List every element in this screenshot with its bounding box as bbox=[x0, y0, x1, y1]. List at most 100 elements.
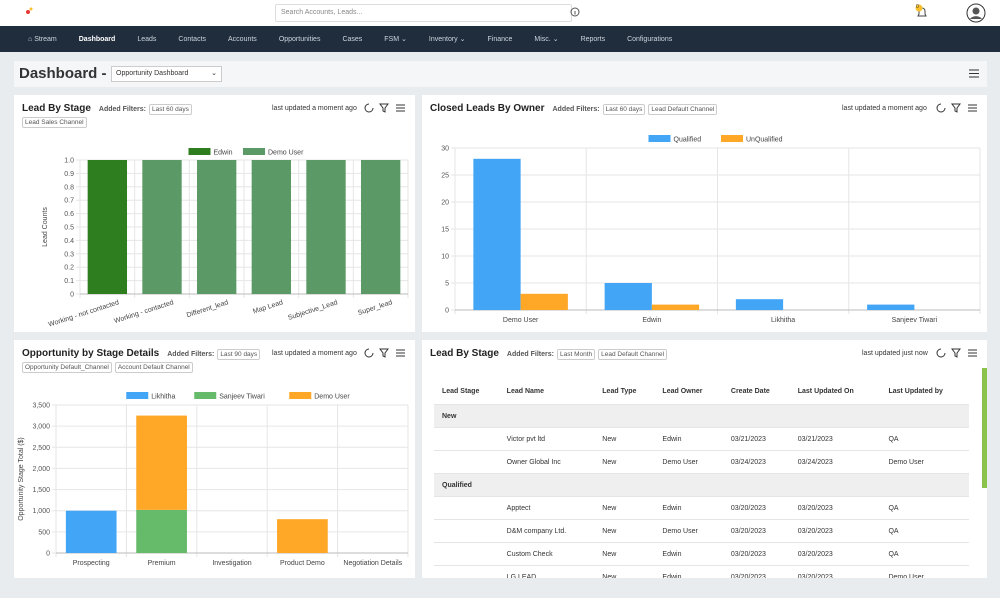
y-tick-label: 0.1 bbox=[64, 278, 74, 285]
menu-icon[interactable] bbox=[969, 69, 979, 78]
filter-chip[interactable]: Lead Default Channel bbox=[648, 104, 718, 115]
bar bbox=[651, 304, 700, 310]
table-row: Custom Check New Edwin 03/20/2023 03/20/2023… bbox=[434, 542, 969, 566]
cell: Owner Global Inc bbox=[498, 450, 595, 474]
y-axis-label: Lead Counts bbox=[42, 207, 49, 247]
cell: New bbox=[594, 519, 655, 543]
widget-icons[interactable] bbox=[363, 102, 407, 114]
widget-title: Lead By Stage Added Filters: Last 60 days bbox=[22, 103, 192, 115]
cell: Demo User bbox=[880, 565, 969, 578]
cell bbox=[434, 450, 499, 474]
nav-item[interactable]: Configurations bbox=[627, 35, 673, 43]
widget-icons[interactable] bbox=[935, 347, 979, 359]
bar bbox=[136, 415, 187, 510]
notification-count: 0 bbox=[916, 4, 919, 10]
cell: 03/20/2023 bbox=[722, 496, 790, 520]
filter-chip[interactable]: Lead Sales Channel bbox=[22, 117, 87, 128]
y-tick-label: 20 bbox=[441, 200, 449, 207]
cell: LG LEAD bbox=[498, 565, 595, 578]
nav-item[interactable]: Finance bbox=[487, 35, 513, 43]
x-tick-label: Premium bbox=[148, 560, 176, 567]
filter-chip[interactable]: Last 60 days bbox=[148, 104, 192, 115]
info-icon[interactable] bbox=[570, 7, 580, 17]
legend-swatch bbox=[243, 148, 265, 155]
bar bbox=[277, 519, 328, 553]
cell: 03/20/2023 bbox=[789, 519, 881, 543]
last-updated: last updated a moment ago bbox=[272, 105, 357, 112]
widget-icons[interactable] bbox=[935, 102, 979, 114]
cell: Edwin bbox=[654, 496, 723, 520]
y-tick-label: 0.2 bbox=[64, 265, 74, 272]
bar bbox=[867, 304, 915, 310]
y-tick-label: 0.8 bbox=[64, 184, 74, 191]
nav-item[interactable]: Misc. ⌄ bbox=[534, 36, 559, 43]
cell bbox=[434, 519, 499, 543]
column-header: Lead Type bbox=[602, 387, 637, 395]
avatar[interactable] bbox=[966, 3, 986, 23]
nav-item[interactable]: Inventory ⌄ bbox=[428, 36, 466, 43]
legend-label: Demo User bbox=[314, 394, 350, 401]
filter-chip[interactable]: Account Default Channel bbox=[114, 362, 193, 373]
bar bbox=[142, 160, 182, 294]
scrollbar bbox=[982, 368, 987, 488]
cell bbox=[434, 542, 499, 566]
nav-item[interactable]: ⌂ Stream bbox=[28, 35, 57, 43]
filter-row: Lead Sales Channel bbox=[19, 117, 87, 128]
nav-item[interactable]: Cases bbox=[342, 35, 363, 43]
cell: New bbox=[594, 427, 655, 451]
bar bbox=[735, 299, 784, 310]
y-tick-label: 0 bbox=[46, 551, 50, 558]
y-axis-label: Opportunity Stage Total ($) bbox=[18, 437, 25, 521]
cell: QA bbox=[880, 519, 969, 543]
chart: Qualified UnQualified 0 5 10 15 20 25 30 Lead Cou… bbox=[422, 135, 981, 324]
bar bbox=[306, 160, 346, 294]
filter-chip[interactable]: Last 60 days bbox=[602, 104, 646, 115]
cell: QA bbox=[880, 427, 969, 451]
bar bbox=[136, 509, 187, 553]
group-row: New bbox=[434, 404, 969, 428]
y-tick-label: 5 bbox=[445, 281, 449, 288]
filters-label: Added Filters: bbox=[98, 106, 146, 113]
bar bbox=[65, 510, 117, 553]
y-tick-label: 15 bbox=[441, 227, 449, 234]
widget-icons[interactable] bbox=[363, 347, 407, 359]
column-header: Lead Owner bbox=[662, 387, 703, 395]
filters-label: Added Filters: bbox=[506, 351, 554, 358]
bell-icon[interactable] bbox=[914, 4, 930, 20]
legend-swatch bbox=[721, 135, 743, 142]
nav-item[interactable]: FSM ⌄ bbox=[384, 36, 407, 43]
dashboard-selector[interactable]: Opportunity Dashboard ⌄ bbox=[111, 66, 222, 82]
last-updated: last updated a moment ago bbox=[842, 105, 927, 112]
nav-item[interactable]: Leads bbox=[137, 35, 157, 43]
cell: QA bbox=[880, 496, 969, 520]
filter-chip[interactable]: Last 90 days bbox=[217, 349, 261, 360]
cell: New bbox=[594, 450, 655, 474]
filter-chip[interactable]: Lead Default Channel bbox=[598, 349, 668, 360]
search-box[interactable]: Search Accounts, Leads... bbox=[275, 4, 572, 22]
y-tick-label: 1.0 bbox=[64, 158, 74, 165]
cell: 03/20/2023 bbox=[722, 519, 790, 543]
table-wrap: Lead Stage Lead Name Lead Type Lead Owner Cr… bbox=[434, 378, 979, 578]
nav-item[interactable]: Reports bbox=[580, 35, 606, 43]
x-tick-label: Prospecting bbox=[73, 560, 110, 567]
widget-title: Lead By Stage Added Filters: Last Month Lea… bbox=[430, 348, 668, 360]
nav-item[interactable]: Opportunities bbox=[278, 35, 321, 43]
table-row: LG LEAD New Edwin 03/20/2023 03/20/2023 Demo … bbox=[434, 565, 969, 578]
legend-label: Likhitha bbox=[151, 394, 175, 401]
y-tick-label: 500 bbox=[38, 529, 50, 536]
x-tick-label: Investigation bbox=[212, 560, 251, 567]
cell: Victor pvt ltd bbox=[498, 427, 595, 451]
nav-item[interactable]: Contacts bbox=[178, 35, 207, 43]
bar bbox=[473, 158, 521, 310]
x-tick-label: Likhitha bbox=[771, 317, 795, 324]
bar bbox=[87, 160, 128, 294]
nav-item[interactable]: Accounts bbox=[228, 35, 257, 43]
bar bbox=[360, 160, 401, 294]
cell bbox=[434, 427, 499, 451]
widget: Lead By Stage Added Filters: Last Month Lea… bbox=[422, 340, 987, 578]
y-tick-label: 0.4 bbox=[64, 238, 74, 245]
filter-chip[interactable]: Last Month bbox=[556, 349, 596, 360]
nav-item[interactable]: Dashboard bbox=[78, 35, 116, 43]
filter-chip[interactable]: Opportunity Default_Channel bbox=[22, 362, 112, 373]
